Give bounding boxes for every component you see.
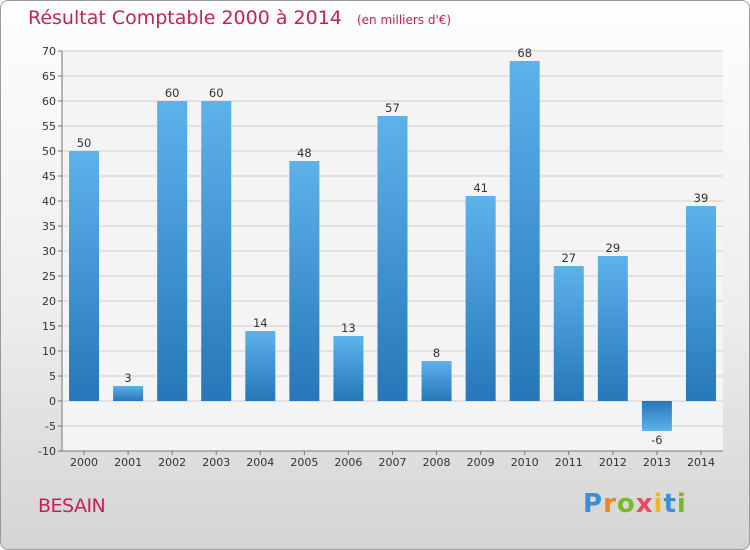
value-label-2010: 68 xyxy=(517,46,532,60)
label-layer: 50 3 60 60 14 48 13 57 8 41 68 27 29 -6 39 xyxy=(77,46,709,447)
value-label-2011: 27 xyxy=(561,251,576,265)
value-label-2000: 50 xyxy=(77,136,92,150)
bar-2005 xyxy=(289,161,320,401)
logo-letter: r xyxy=(603,489,617,519)
value-label-2008: 8 xyxy=(433,346,440,360)
x-tick-label-2012: 2012 xyxy=(599,456,627,469)
value-label-2003: 60 xyxy=(209,86,224,100)
value-label-2001: 3 xyxy=(124,371,131,385)
x-tick-label-2009: 2009 xyxy=(467,456,495,469)
bar-2002 xyxy=(157,101,188,401)
axis-layer: -10 -5 0 5 10 15 20 25 30 35 40 45 50 55 60 65 70 2000 200… xyxy=(38,45,723,469)
logo-letter: i xyxy=(676,489,687,519)
y-tick-label: 35 xyxy=(42,220,56,233)
bar-2008 xyxy=(421,361,452,401)
y-tick-label: 30 xyxy=(42,245,56,258)
bar-2010 xyxy=(509,61,540,401)
bar-2009 xyxy=(465,196,496,401)
value-label-2014: 39 xyxy=(694,191,709,205)
title-row: Résultat Comptable 2000 à 2014 (en milli… xyxy=(28,7,451,29)
y-tick-label: 55 xyxy=(42,120,56,133)
y-tick-label: 50 xyxy=(42,145,56,158)
y-tick-label: 70 xyxy=(42,45,56,58)
x-tick-label-2013: 2013 xyxy=(643,456,671,469)
bar-2011 xyxy=(553,266,584,401)
commune-name: BESAIN xyxy=(38,495,106,517)
x-tick-label-2008: 2008 xyxy=(423,456,451,469)
logo-letter: i xyxy=(653,489,664,519)
x-tick-label-2000: 2000 xyxy=(70,456,98,469)
bar-2000 xyxy=(69,151,100,401)
x-tick-label-2005: 2005 xyxy=(290,456,318,469)
x-tick-label-2003: 2003 xyxy=(202,456,230,469)
y-tick-label: -5 xyxy=(45,420,56,433)
x-tick-label-2010: 2010 xyxy=(511,456,539,469)
proxiti-logo[interactable]: Proxiti xyxy=(583,489,687,519)
y-tick-label: 20 xyxy=(42,295,56,308)
bar-2007 xyxy=(377,116,408,401)
bar-2003 xyxy=(201,101,232,401)
bar-2014 xyxy=(685,206,716,401)
value-label-2012: 29 xyxy=(606,241,621,255)
logo-letter: P xyxy=(583,489,604,519)
y-tick-label: 0 xyxy=(49,395,56,408)
value-label-2002: 60 xyxy=(165,86,180,100)
bar-layer xyxy=(69,61,716,431)
chart-unit: (en milliers d'€) xyxy=(356,13,452,27)
bar-2006 xyxy=(333,336,364,401)
value-label-2006: 13 xyxy=(341,321,356,335)
x-tick-label-2002: 2002 xyxy=(158,456,186,469)
y-tick-label: 25 xyxy=(42,270,56,283)
y-tick-label: 65 xyxy=(42,70,56,83)
x-tick-label-2004: 2004 xyxy=(246,456,274,469)
x-tick-label-2007: 2007 xyxy=(379,456,407,469)
x-tick-label-2014: 2014 xyxy=(687,456,715,469)
y-tick-label: 60 xyxy=(42,95,56,108)
bar-2004 xyxy=(245,331,276,401)
bar-2013 xyxy=(641,401,672,431)
x-tick-label-2011: 2011 xyxy=(555,456,583,469)
x-tick-label-2006: 2006 xyxy=(334,456,362,469)
y-tick-label: 45 xyxy=(42,170,56,183)
y-tick-label: -10 xyxy=(38,445,56,458)
y-tick-label: 15 xyxy=(42,320,56,333)
y-tick-label: 10 xyxy=(42,345,56,358)
logo-letter: t xyxy=(663,489,677,519)
y-tick-label: 5 xyxy=(49,370,56,383)
value-label-2009: 41 xyxy=(473,181,488,195)
logo-letter: x xyxy=(635,489,654,519)
value-label-2004: 14 xyxy=(253,316,268,330)
bar-2012 xyxy=(597,256,628,401)
y-tick-label: 40 xyxy=(42,195,56,208)
value-label-2005: 48 xyxy=(297,146,312,160)
chart-title: Résultat Comptable 2000 à 2014 xyxy=(28,7,342,29)
value-label-2013: -6 xyxy=(651,433,662,447)
bar-2001 xyxy=(113,386,144,401)
value-label-2007: 57 xyxy=(385,101,400,115)
x-tick-label-2001: 2001 xyxy=(114,456,142,469)
logo-letter: o xyxy=(616,489,636,519)
